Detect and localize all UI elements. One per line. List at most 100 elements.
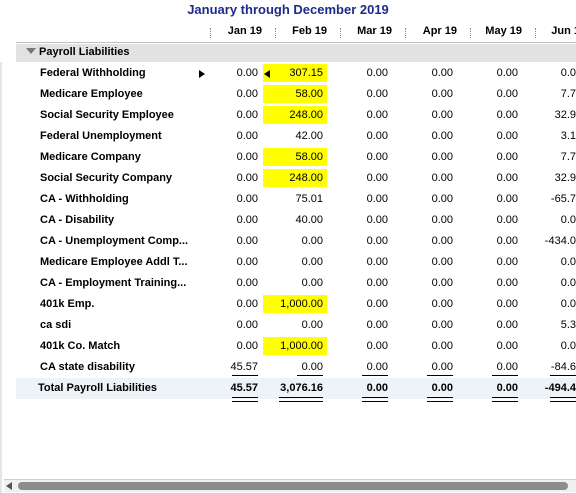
table-row[interactable]: 401k Co. Match 0.00 1,000.00 0.00 0.00 0.00 0.… (16, 336, 576, 357)
table-row[interactable]: CA - Unemployment Comp... 0.00 0.00 0.00 0.0… (16, 231, 576, 252)
value-cell[interactable]: 0.00 (337, 232, 392, 250)
value-cell[interactable]: 0.00 (467, 316, 522, 334)
value-cell[interactable]: 0.00 (263, 316, 327, 334)
value-cell[interactable]: 32.9 (525, 106, 576, 124)
table-row[interactable]: CA - Disability 0.00 40.00 0.00 0.00 0.00 0.0 (16, 210, 576, 231)
scroll-left-arrow-icon[interactable] (6, 482, 12, 490)
value-cell[interactable]: 1,000.00 (263, 337, 327, 355)
value-cell[interactable]: 307.15 (263, 64, 327, 82)
value-cell[interactable]: 0.00 (337, 190, 392, 208)
value-cell[interactable]: 0.0 (525, 295, 576, 313)
value-cell[interactable]: 0.00 (337, 337, 392, 355)
value-cell[interactable]: 0.00 (337, 316, 392, 334)
table-row[interactable]: CA state disability 45.57 0.00 0.00 0.00 0.00… (16, 357, 576, 378)
column-separator[interactable] (340, 28, 342, 38)
value-cell[interactable]: -494.4 (525, 379, 576, 397)
value-cell[interactable]: 0.00 (207, 274, 262, 292)
value-cell[interactable]: 0.00 (402, 274, 457, 292)
value-cell[interactable]: 0.00 (207, 316, 262, 334)
table-row[interactable]: Federal Withholding 0.00 307.15 0.00 0.00 0.0… (16, 63, 576, 84)
value-cell[interactable]: 42.00 (263, 127, 327, 145)
value-cell[interactable]: 0.0 (525, 64, 576, 82)
column-separator[interactable] (470, 28, 472, 38)
value-cell[interactable]: 0.0 (525, 274, 576, 292)
value-cell[interactable]: 32.9 (525, 169, 576, 187)
scrollbar-thumb[interactable] (18, 482, 568, 490)
value-cell[interactable]: 0.00 (337, 379, 392, 397)
value-cell[interactable]: 0.00 (467, 127, 522, 145)
value-cell[interactable]: 7.7 (525, 148, 576, 166)
table-row[interactable]: Federal Unemployment 0.00 42.00 0.00 0.00 0.0… (16, 126, 576, 147)
value-cell[interactable]: 0.00 (467, 64, 522, 82)
value-cell[interactable]: 0.00 (467, 211, 522, 229)
column-header[interactable]: Jan 19 (192, 23, 262, 41)
value-cell[interactable]: 45.57 (207, 358, 262, 376)
value-cell[interactable]: 0.00 (402, 106, 457, 124)
value-cell[interactable]: 0.00 (337, 358, 392, 376)
value-cell[interactable]: 0.00 (337, 127, 392, 145)
value-cell[interactable]: 248.00 (263, 169, 327, 187)
column-header[interactable]: Mar 19 (322, 23, 392, 41)
value-cell[interactable]: 0.00 (467, 337, 522, 355)
value-cell[interactable]: 0.0 (525, 337, 576, 355)
value-cell[interactable]: 0.00 (467, 358, 522, 376)
value-cell[interactable]: 7.7 (525, 85, 576, 103)
value-cell[interactable]: 0.00 (402, 316, 457, 334)
table-row[interactable]: Social Security Company 0.00 248.00 0.00 0.0… (16, 168, 576, 189)
table-row[interactable]: Social Security Employee 0.00 248.00 0.00 0.… (16, 105, 576, 126)
value-cell[interactable]: 0.00 (207, 127, 262, 145)
value-cell[interactable]: 0.00 (337, 106, 392, 124)
value-cell[interactable]: 3.1 (525, 127, 576, 145)
value-cell[interactable]: 0.00 (207, 85, 262, 103)
value-cell[interactable]: 0.00 (263, 232, 327, 250)
value-cell[interactable]: 248.00 (263, 106, 327, 124)
value-cell[interactable]: 0.00 (402, 295, 457, 313)
column-header[interactable]: Apr 19 (387, 23, 457, 41)
value-cell[interactable]: 3,076.16 (263, 379, 327, 397)
table-row[interactable]: 401k Emp. 0.00 1,000.00 0.00 0.00 0.00 0.0 (16, 294, 576, 315)
value-cell[interactable]: 0.00 (337, 295, 392, 313)
column-header[interactable]: Jun 1 (510, 23, 576, 41)
value-cell[interactable]: 0.00 (207, 106, 262, 124)
value-cell[interactable]: 40.00 (263, 211, 327, 229)
value-cell[interactable]: 0.00 (207, 148, 262, 166)
value-cell[interactable]: -65.7 (525, 190, 576, 208)
collapse-triangle-icon[interactable] (26, 48, 36, 54)
column-separator[interactable] (405, 28, 407, 38)
column-header[interactable]: Feb 19 (257, 23, 327, 41)
table-row[interactable]: CA - Withholding 0.00 75.01 0.00 0.00 0.00 -65… (16, 189, 576, 210)
table-row[interactable]: Medicare Employee Addl T... 0.00 0.00 0.00 0… (16, 252, 576, 273)
value-cell[interactable]: 58.00 (263, 85, 327, 103)
value-cell[interactable]: 0.00 (467, 190, 522, 208)
value-cell[interactable]: 0.00 (402, 127, 457, 145)
total-row[interactable]: Total Payroll Liabilities 45.57 3,076.16 0.… (16, 378, 576, 399)
value-cell[interactable]: 1,000.00 (263, 295, 327, 313)
value-cell[interactable]: 0.00 (402, 253, 457, 271)
value-cell[interactable]: 0.00 (337, 148, 392, 166)
value-cell[interactable]: 0.00 (337, 253, 392, 271)
value-cell[interactable]: 0.00 (207, 64, 262, 82)
value-cell[interactable]: 0.00 (337, 64, 392, 82)
value-cell[interactable]: 0.00 (402, 190, 457, 208)
value-cell[interactable]: 0.00 (207, 253, 262, 271)
value-cell[interactable]: 0.00 (402, 337, 457, 355)
value-cell[interactable]: 0.00 (337, 85, 392, 103)
value-cell[interactable]: 0.00 (402, 169, 457, 187)
table-row[interactable]: ca sdi 0.00 0.00 0.00 0.00 0.00 5.3 (16, 315, 576, 336)
value-cell[interactable]: 0.0 (525, 253, 576, 271)
value-cell[interactable]: 0.00 (467, 379, 522, 397)
column-separator[interactable] (210, 28, 212, 38)
value-cell[interactable]: 0.00 (467, 295, 522, 313)
value-cell[interactable]: 0.00 (207, 337, 262, 355)
value-cell[interactable]: 75.01 (263, 190, 327, 208)
column-header[interactable]: May 19 (452, 23, 522, 41)
value-cell[interactable]: 0.00 (402, 64, 457, 82)
value-cell[interactable]: 0.00 (402, 358, 457, 376)
value-cell[interactable]: 0.00 (467, 148, 522, 166)
value-cell[interactable]: 0.00 (402, 85, 457, 103)
value-cell[interactable]: 0.00 (402, 148, 457, 166)
value-cell[interactable]: 0.0 (525, 211, 576, 229)
value-cell[interactable]: 45.57 (207, 379, 262, 397)
value-cell[interactable]: 0.00 (337, 169, 392, 187)
value-cell[interactable]: 0.00 (337, 211, 392, 229)
